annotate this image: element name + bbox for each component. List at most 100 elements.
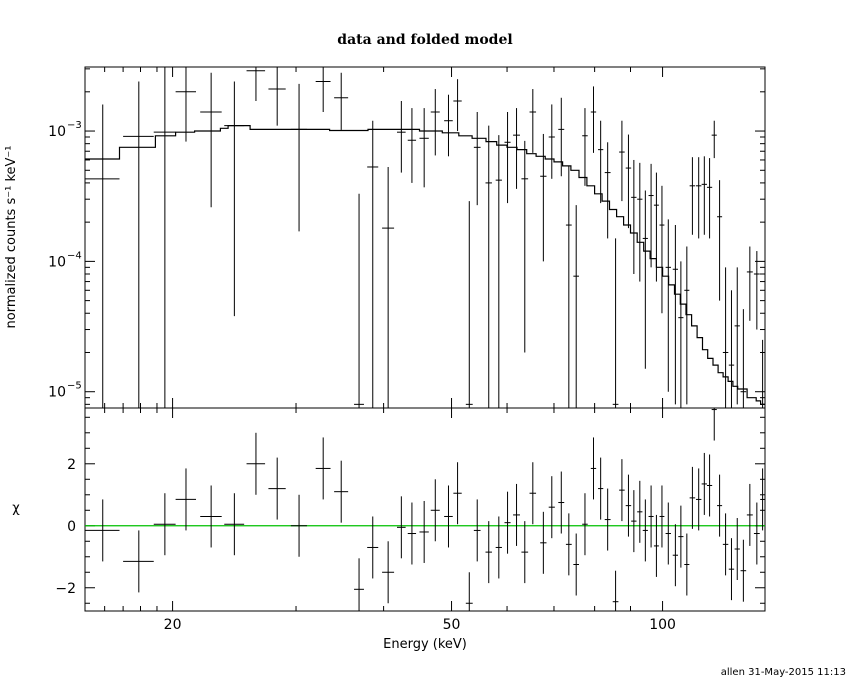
residual-point: [565, 513, 572, 576]
y-tick-label: −2: [55, 581, 76, 597]
data-point: [625, 134, 632, 229]
residual-point: [268, 457, 286, 520]
data-point: [513, 108, 520, 189]
residual-point: [659, 485, 665, 548]
data-point: [407, 108, 417, 183]
data-point: [334, 72, 349, 130]
residual-point: [637, 480, 643, 543]
residual-point: [334, 460, 349, 523]
residual-point: [290, 494, 307, 557]
residual-point: [315, 437, 331, 500]
bottom-y-axis-label: χ: [12, 501, 20, 516]
residual-point: [760, 468, 765, 531]
residual-point: [382, 541, 395, 604]
data-point: [465, 201, 473, 408]
data-point: [659, 185, 665, 314]
data-point: [619, 120, 625, 202]
residual-point: [706, 454, 713, 517]
data-point: [200, 72, 222, 208]
y-tick-label: 10: [48, 124, 66, 140]
data-point: [760, 339, 765, 408]
residual-point: [648, 485, 654, 548]
footer-timestamp: allen 31-May-2015 11:13: [721, 667, 846, 678]
top-y-axis-label: normalized counts s⁻¹ keV⁻¹: [4, 146, 19, 329]
residual-point: [753, 502, 760, 565]
residual-point: [558, 471, 565, 534]
residual-point: [473, 499, 481, 562]
x-tick-label: 20: [164, 617, 182, 633]
residual-points: [85, 408, 765, 611]
residual-point: [153, 493, 176, 556]
data-point: [604, 142, 611, 239]
data-point: [648, 163, 654, 268]
data-point: [728, 290, 735, 408]
residual-point: [573, 533, 580, 596]
data-point: [444, 94, 453, 157]
residual-point: [734, 518, 740, 581]
residual-point: [513, 483, 520, 546]
data-point: [689, 157, 696, 235]
residual-point: [453, 462, 462, 525]
y-tick-label: 10: [48, 385, 66, 401]
data-point: [706, 158, 713, 239]
residual-point: [604, 488, 611, 551]
data-point: [558, 97, 565, 177]
bottom-plot-frame: [84, 407, 766, 612]
data-point: [175, 67, 197, 142]
residual-point: [701, 452, 707, 515]
data-point: [734, 267, 740, 405]
x-tick-labels: 20 50 100: [164, 617, 676, 633]
residual-point: [711, 408, 717, 441]
data-point: [290, 83, 307, 232]
residual-point: [717, 474, 723, 537]
data-point: [672, 225, 678, 405]
data-point: [485, 125, 492, 408]
data-point: [642, 190, 648, 369]
top-y-tick-labels: 10−510−410−3: [48, 120, 82, 401]
residual-point: [642, 499, 648, 562]
residual-point: [590, 437, 597, 500]
residual-point: [728, 538, 735, 601]
data-point: [711, 120, 717, 159]
data-point: [315, 67, 331, 112]
data-point: [548, 104, 555, 179]
residual-point: [367, 516, 379, 579]
residual-point: [521, 521, 529, 584]
data-point: [529, 89, 537, 153]
residual-point: [495, 516, 502, 579]
residual-point: [598, 457, 604, 520]
residual-point: [746, 483, 753, 546]
residual-point: [540, 511, 547, 574]
data-point: [637, 162, 643, 282]
data-point: [153, 67, 176, 408]
residual-point: [430, 479, 440, 542]
data-point: [473, 111, 481, 206]
residual-point: [444, 485, 453, 548]
data-point: [717, 180, 723, 301]
data-point: [453, 79, 462, 132]
data-point: [354, 193, 364, 408]
residual-point: [612, 570, 619, 611]
residual-point: [631, 490, 637, 553]
data-point: [565, 165, 572, 408]
residual-point: [625, 474, 632, 537]
data-points: [85, 67, 765, 408]
data-point: [268, 67, 286, 126]
data-point: [430, 89, 440, 156]
bottom-y-tick-labels: −2 0 2: [55, 457, 76, 597]
bottom-axis-ticks: [84, 408, 765, 611]
data-point: [722, 267, 729, 408]
residual-point: [419, 500, 429, 563]
data-point: [123, 81, 154, 408]
residual-point: [582, 493, 588, 556]
residual-point: [485, 521, 492, 584]
residual-point: [653, 514, 659, 577]
residual-point: [678, 505, 684, 568]
y-tick-label: 0: [67, 519, 76, 535]
residual-point: [689, 466, 696, 529]
x-tick-label: 50: [443, 617, 461, 633]
y-tick-label: 10: [48, 254, 66, 270]
data-point: [382, 166, 395, 408]
data-point: [504, 111, 511, 204]
